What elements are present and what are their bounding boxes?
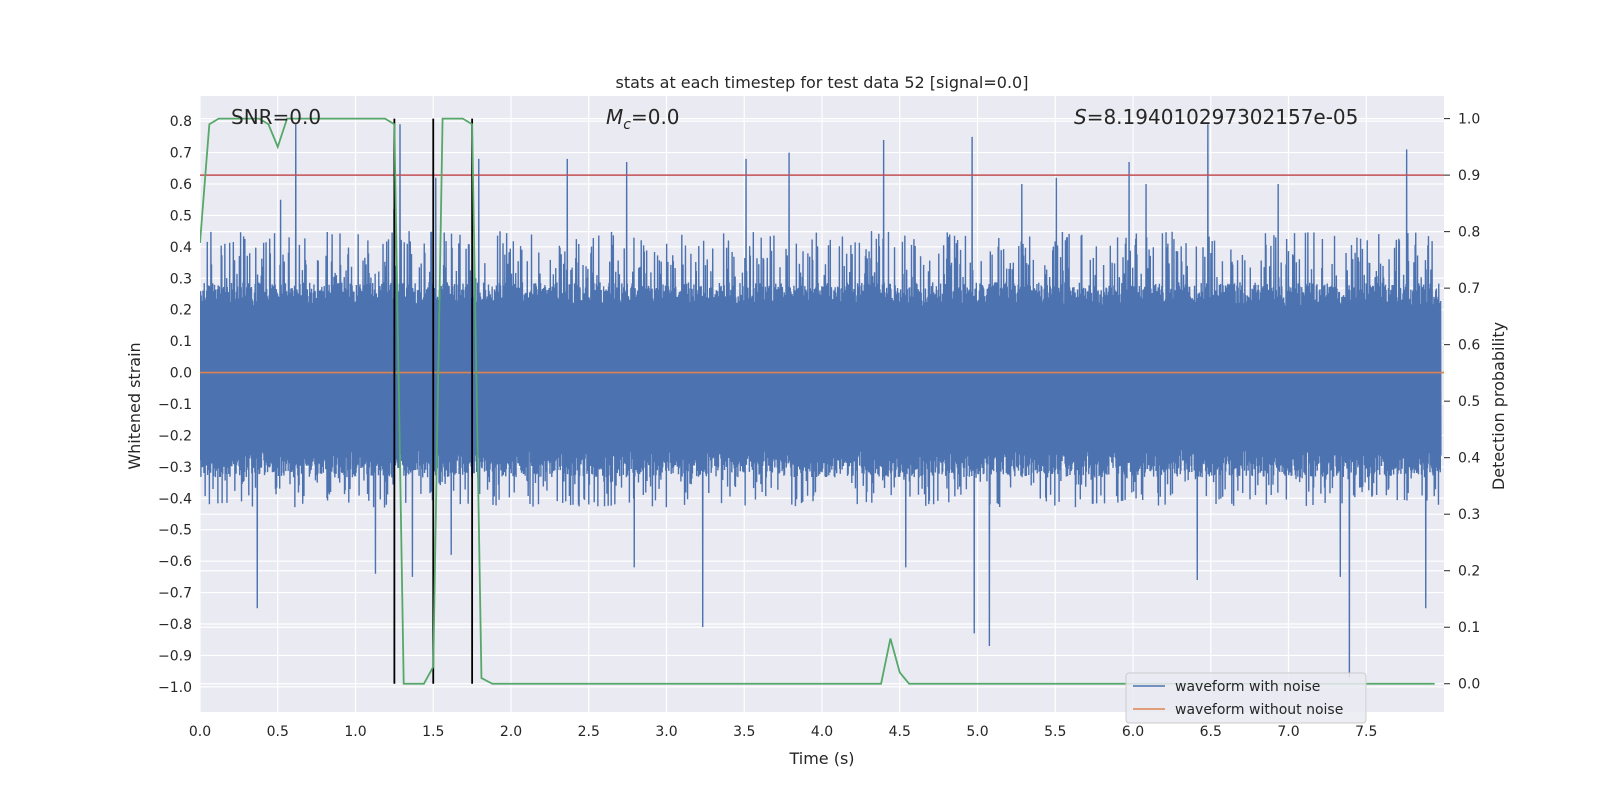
x-axis-label: Time (s) — [788, 749, 854, 768]
x-tick-label: 3.0 — [655, 724, 677, 740]
x-tick-label: 7.5 — [1355, 724, 1377, 740]
x-tick-label: 0.5 — [267, 724, 289, 740]
x-tick-label: 7.0 — [1277, 724, 1299, 740]
x-tick-label: 5.0 — [966, 724, 988, 740]
s-value: =8.194010297302157e-05 — [1087, 105, 1359, 129]
legend-label-waveform-without-noise: waveform without noise — [1175, 702, 1343, 718]
legend: waveform with noise waveform without noi… — [1125, 672, 1367, 724]
right-y-tick-label: 0.5 — [1458, 394, 1480, 410]
y-tick-label: −0.3 — [158, 460, 192, 476]
right-y-tick-label: 0.6 — [1458, 338, 1480, 354]
chirp-mass-annotation: Mc=0.0 — [606, 105, 680, 133]
y-tick-label: −0.5 — [158, 523, 192, 539]
y-tick-label: −1.0 — [158, 680, 192, 696]
y-tick-label: −0.1 — [158, 397, 192, 413]
y-tick-label: 0.8 — [170, 114, 192, 130]
chirp-mass-subscript: c — [623, 117, 631, 133]
snr-annotation: SNR=0.0 — [231, 105, 321, 129]
y-axis-label: Whitened strain — [125, 342, 144, 469]
x-axis-ticks: 0.0 0.5 1.0 1.5 2.0 2.5 3.0 3.5 4.0 4.5 5.0 5.5 6.0 6… — [189, 724, 1378, 740]
x-tick-label: 6.0 — [1122, 724, 1144, 740]
x-tick-label: 1.5 — [422, 724, 444, 740]
y-tick-label: −0.8 — [158, 617, 192, 633]
y-tick-label: 0.3 — [170, 271, 192, 287]
x-tick-label: 0.0 — [189, 724, 211, 740]
waveform-with-noise-line — [200, 124, 1442, 678]
y-tick-label: −0.9 — [158, 648, 192, 664]
right-y-tick-label: 0.3 — [1458, 507, 1480, 523]
s-annotation: S=8.194010297302157e-05 — [1074, 105, 1358, 129]
y-tick-label: −0.6 — [158, 554, 192, 570]
x-tick-label: 2.0 — [500, 724, 522, 740]
x-tick-label: 4.0 — [811, 724, 833, 740]
y-axis-ticks: 0.8 0.7 0.6 0.5 0.4 0.3 0.2 0.1 0.0 −0.1 −0.2 −0.3 −… — [158, 114, 192, 696]
y-tick-label: 0.5 — [170, 208, 192, 224]
right-y-tick-label: 1.0 — [1458, 112, 1480, 128]
detection-probability-line — [200, 117, 1435, 685]
y-tick-label: −0.2 — [158, 428, 192, 444]
right-y-tick-label: 0.2 — [1458, 564, 1480, 580]
y-tick-label: 0.4 — [170, 240, 192, 256]
right-y-axis-label: Detection probability — [1489, 322, 1508, 490]
x-tick-label: 4.5 — [889, 724, 911, 740]
s-symbol: S — [1074, 105, 1087, 129]
right-y-tick-label: 0.7 — [1458, 281, 1480, 297]
vertical-markers — [393, 118, 474, 684]
x-tick-label: 1.0 — [344, 724, 366, 740]
chart-title: stats at each timestep for test data 52 … — [616, 73, 1029, 92]
chirp-mass-symbol: M — [606, 105, 623, 129]
x-tick-label: 2.5 — [578, 724, 600, 740]
y-tick-label: 0.1 — [170, 334, 192, 350]
x-tick-label: 6.5 — [1200, 724, 1222, 740]
right-y-tick-label: 0.1 — [1458, 620, 1480, 636]
y-tick-label: 0.0 — [170, 366, 192, 382]
x-tick-label: 3.5 — [733, 724, 755, 740]
y-tick-label: 0.7 — [170, 146, 192, 162]
chirp-mass-value: =0.0 — [631, 105, 680, 129]
right-y-tick-label: 0.9 — [1458, 168, 1480, 184]
y-tick-label: 0.6 — [170, 177, 192, 193]
y-tick-label: −0.4 — [158, 491, 192, 507]
y-tick-label: 0.2 — [170, 303, 192, 319]
right-y-tick-label: 0.8 — [1458, 225, 1480, 241]
y-tick-label: −0.7 — [158, 586, 192, 602]
right-y-tick-label: 0.4 — [1458, 451, 1480, 467]
legend-label-waveform-with-noise: waveform with noise — [1175, 679, 1320, 695]
right-y-tick-label: 0.0 — [1458, 677, 1480, 693]
right-y-axis-ticks: 1.0 0.9 0.8 0.7 0.6 0.5 0.4 0.3 0.2 0.1 0.0 — [1444, 112, 1480, 693]
x-tick-label: 5.5 — [1044, 724, 1066, 740]
legend-box — [1125, 672, 1367, 724]
